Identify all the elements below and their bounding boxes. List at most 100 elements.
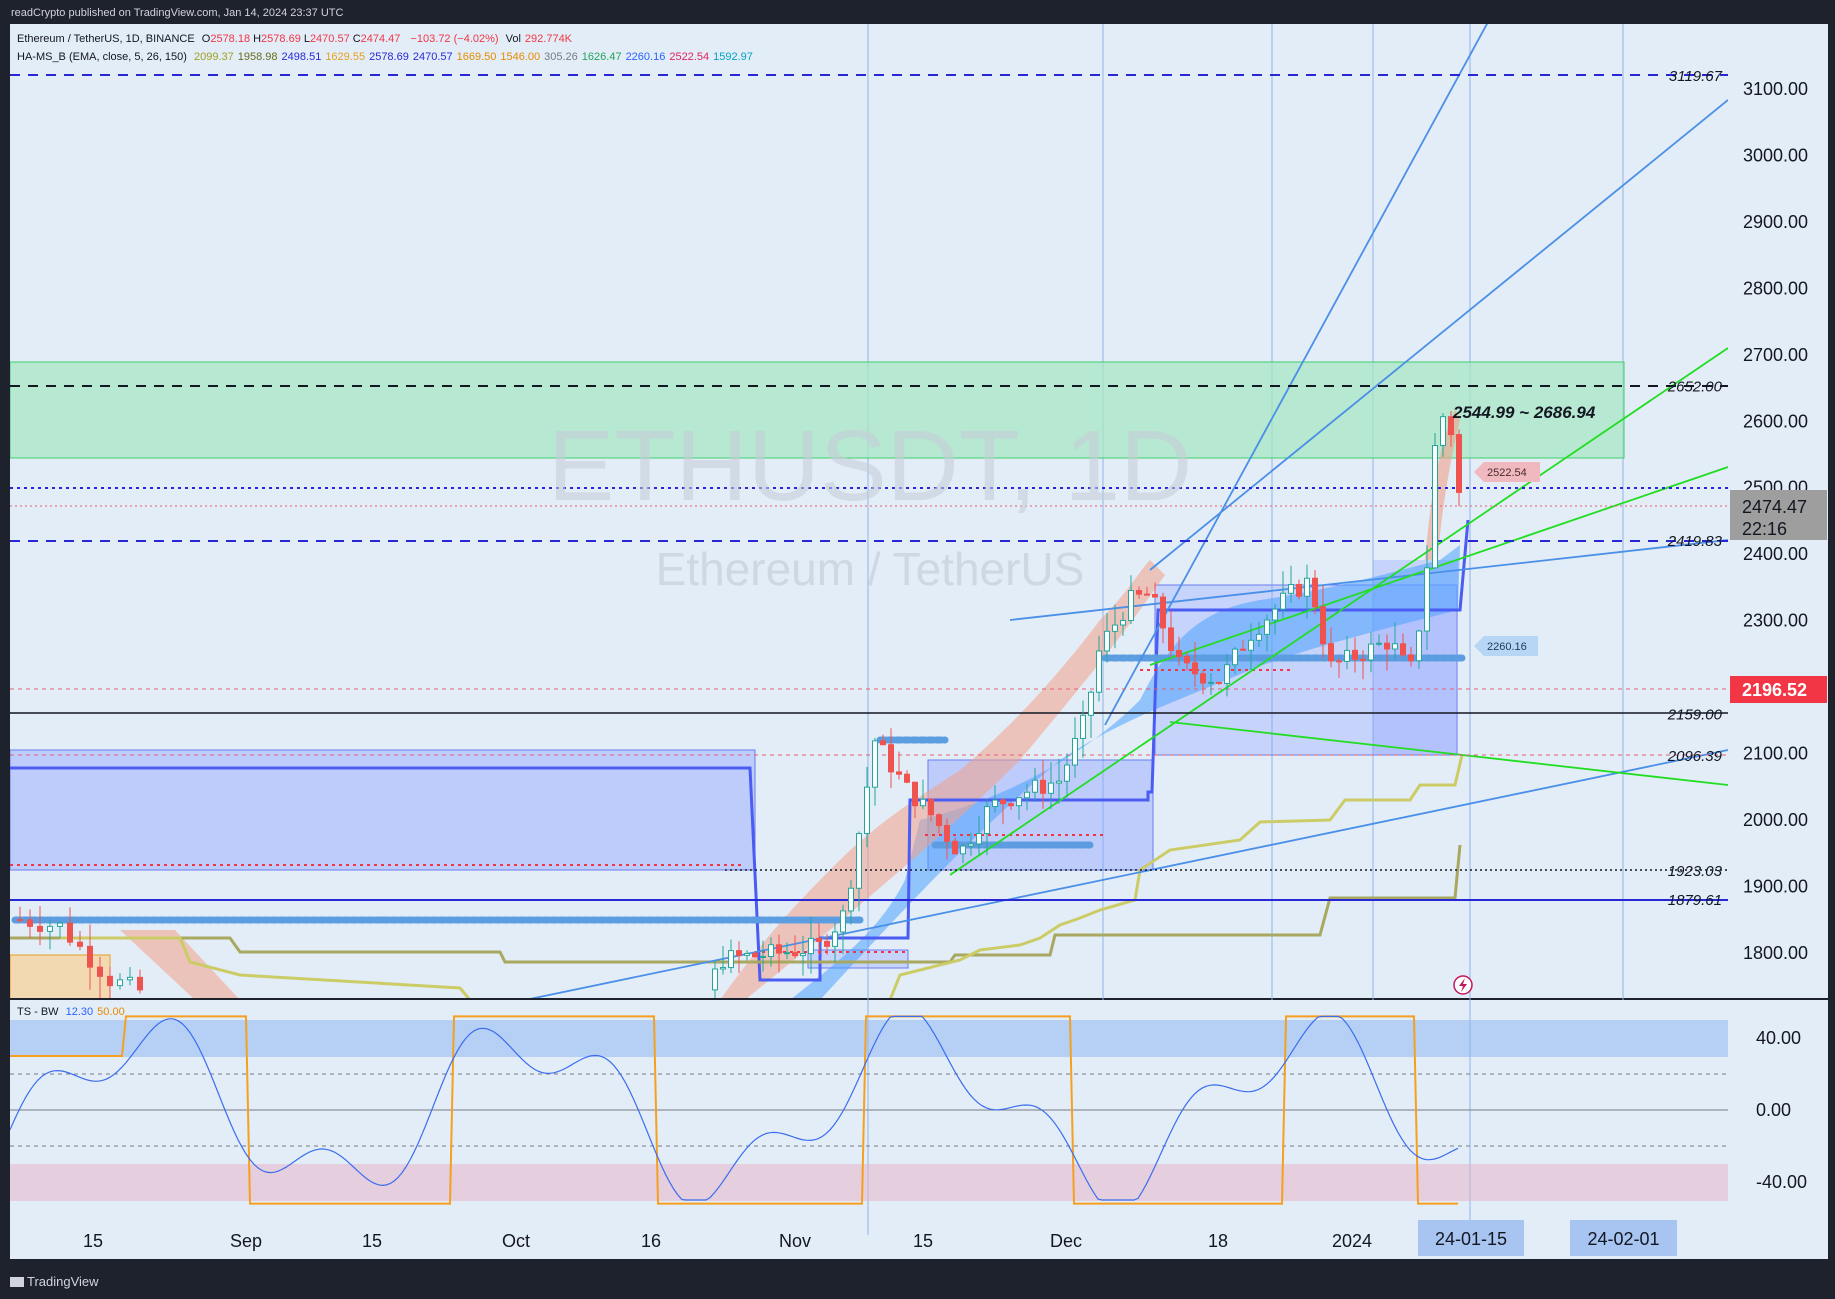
osc-value: 50.00	[97, 1006, 125, 1018]
price-tick-label: 2800.00	[1743, 278, 1808, 298]
level-label: 1923.03	[1668, 863, 1723, 880]
step-line-olive	[10, 844, 1462, 964]
candle-body	[856, 833, 862, 889]
candle-body	[1056, 780, 1062, 784]
level-label: 2159.00	[1667, 706, 1723, 723]
svg-text:2474.47: 2474.47	[1742, 497, 1807, 517]
indicator-value: 305.26	[544, 51, 578, 63]
price-axis-background	[1728, 24, 1828, 1259]
step-line-olive-light	[60, 754, 1464, 998]
date-highlight-box	[1570, 1220, 1677, 1256]
candle-body	[1040, 779, 1046, 794]
price-tick-label: 2900.00	[1743, 212, 1808, 232]
date-highlight-label: 24-02-01	[1587, 1229, 1659, 1249]
candle-body	[1408, 654, 1414, 662]
tag-2260: 2260.16	[1474, 636, 1538, 656]
osc-tick-label: -40.00	[1756, 1172, 1807, 1192]
candle-body	[97, 966, 103, 977]
ohlc-o: O2578.18	[201, 33, 251, 45]
candle-body	[1048, 782, 1054, 794]
candle-body	[928, 798, 934, 816]
candle-body	[1456, 434, 1462, 493]
footer-brand: TradingView	[10, 1274, 99, 1289]
candle-body	[1176, 650, 1182, 658]
price-tick-label: 3100.00	[1743, 79, 1808, 99]
candle-body	[728, 950, 734, 969]
date-axis[interactable]: 15 Sep 15 Oct 16 Nov 15 Dec 18 2024 24-01-15 24-02-…	[83, 1220, 1677, 1256]
oscillator-pane[interactable]	[10, 1015, 1728, 1205]
candle-body	[137, 976, 143, 991]
level-label: 2652.00	[1667, 379, 1723, 396]
watermark-symbol: ETHUSDT, 1D	[548, 410, 1193, 522]
indicator-value: 2099.37	[194, 51, 234, 63]
trend-cloud-pink	[721, 560, 1165, 998]
osc-tick-label: 0.00	[1756, 1100, 1791, 1120]
candle-body	[1240, 648, 1246, 651]
candle-body	[1072, 737, 1078, 766]
svg-text:2522.54: 2522.54	[1487, 467, 1527, 479]
candle-body	[1184, 656, 1190, 664]
candle-body	[1416, 630, 1422, 662]
range-box-left	[10, 749, 756, 871]
candle-body	[1104, 630, 1110, 652]
date-tick-label: Sep	[230, 1231, 262, 1251]
indicator-value: 1629.55	[325, 51, 366, 63]
osc-fast-line	[10, 1015, 1459, 1201]
candle-body	[824, 940, 830, 947]
candle-body	[1376, 642, 1382, 645]
candle-body	[77, 941, 83, 947]
lightning-icon[interactable]	[1453, 975, 1473, 995]
candle-body	[880, 740, 886, 746]
indicator-values: 2099.37 1958.98 2498.51 1629.55 2578.69 2470.…	[194, 51, 757, 63]
candle-body	[1312, 577, 1318, 608]
candle-body	[832, 931, 838, 947]
supply-zone[interactable]	[10, 361, 1625, 459]
candle-body	[1440, 416, 1446, 447]
tag-2522: 2522.54	[1474, 462, 1540, 482]
tradingview-logo-icon	[10, 1277, 24, 1287]
level-label: 3119.67	[1669, 68, 1723, 85]
indicator-value: 2260.16	[625, 51, 666, 63]
orange-box-left	[10, 954, 111, 998]
trend-cloud-pink-left	[120, 930, 239, 998]
indicator-value: 2498.51	[281, 51, 322, 63]
svg-text:22:16: 22:16	[1742, 519, 1787, 539]
osc-overbought-band	[10, 1020, 1728, 1057]
candle-body	[712, 968, 718, 991]
date-tick-label: 16	[641, 1231, 661, 1251]
candle-body	[976, 833, 982, 845]
indicator-name[interactable]: HA-MS_B (EMA, close, 5, 26, 150)	[17, 51, 187, 63]
price-tick-label: 2700.00	[1743, 345, 1808, 365]
ohlc-h: H2578.69	[253, 33, 301, 45]
osc-name[interactable]: TS - BW	[17, 1006, 59, 1018]
candle-body	[1392, 643, 1398, 650]
date-tick-label: 18	[1208, 1231, 1228, 1251]
legend-symbol[interactable]: Ethereum / TetherUS, 1D, BINANCE	[17, 33, 195, 45]
candle-body	[1256, 633, 1262, 641]
date-highlight-box	[1418, 1220, 1524, 1256]
candle-body	[1008, 803, 1014, 807]
candles[interactable]	[17, 411, 1462, 999]
red-price-tag: 2196.52	[1730, 676, 1827, 703]
indicator-value: 2578.69	[369, 51, 409, 63]
candle-body	[1288, 583, 1294, 594]
watermark-name: Ethereum / TetherUS	[656, 543, 1085, 595]
price-tick-label: 1800.00	[1743, 943, 1808, 963]
candle-body	[47, 925, 53, 932]
candle-body	[936, 814, 942, 826]
candle-body	[1304, 577, 1310, 597]
zone-label: 2544.99 ~ 2686.94	[1452, 403, 1596, 422]
candle-body	[1208, 681, 1214, 684]
legend-ohlc: O2578.18 H2578.69 L2470.57 C2474.47	[202, 33, 404, 45]
candle-body	[808, 937, 814, 955]
candle-body	[1080, 714, 1086, 739]
trend-lines	[530, 24, 1728, 998]
ema-dots	[11, 654, 1469, 924]
candle-body	[752, 952, 758, 958]
step-line-blue	[10, 519, 1470, 982]
candle-body	[1192, 662, 1198, 675]
legend-symbol-line: Ethereum / TetherUS, 1D, BINANCE O2578.1…	[17, 33, 580, 45]
candle-body	[1032, 779, 1038, 793]
candle-body	[1232, 648, 1238, 666]
